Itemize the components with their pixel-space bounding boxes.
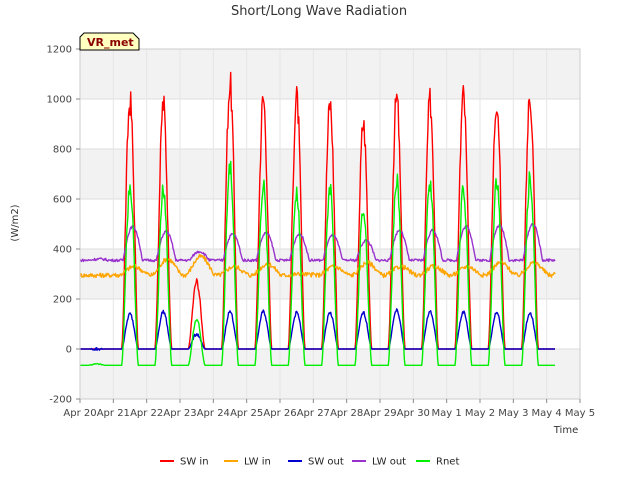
legend-label-sw-in: SW in xyxy=(180,457,209,468)
y-tick-label: -200 xyxy=(49,395,72,406)
x-tick-label: May 2 xyxy=(465,408,495,419)
x-tick-label: May 5 xyxy=(565,408,595,419)
x-tick-label: Apr 28 xyxy=(330,408,363,419)
x-tick-label: Apr 27 xyxy=(297,408,330,419)
site-badge: VR_met xyxy=(79,32,140,51)
legend: SW in LW in SW out LW out Rnet xyxy=(160,457,459,468)
x-tick-label: Apr 22 xyxy=(130,408,163,419)
plot-border xyxy=(79,48,581,400)
x-tick-label: Apr 25 xyxy=(230,408,263,419)
y-tick-label: 800 xyxy=(53,145,72,156)
x-tick-label: Apr 30 xyxy=(397,408,430,419)
grid-band xyxy=(80,349,580,399)
legend-label-lw-out: LW out xyxy=(372,457,406,468)
x-tick-label: Apr 26 xyxy=(263,408,296,419)
x-tick-label: Apr 29 xyxy=(363,408,396,419)
x-tick-label: May 4 xyxy=(532,408,562,419)
site-badge-box xyxy=(79,32,140,51)
x-axis-label: Time xyxy=(553,425,578,436)
y-tick-label: 1200 xyxy=(47,45,72,56)
y-axis-label: (W/m2) xyxy=(10,204,21,241)
grid-band xyxy=(80,49,580,99)
series-group xyxy=(79,71,556,366)
x-tick-label: Apr 24 xyxy=(197,408,230,419)
y-tick-label: 400 xyxy=(53,245,72,256)
x-tick-label: Apr 23 xyxy=(163,408,196,419)
y-tick-label: 200 xyxy=(53,295,72,306)
grid-band xyxy=(80,249,580,299)
x-tick-label: May 1 xyxy=(432,408,462,419)
legend-label-rnet: Rnet xyxy=(436,457,459,468)
legend-label-sw-out: SW out xyxy=(308,457,344,468)
chart-title: Short/Long Wave Radiation xyxy=(231,4,407,19)
series-line-rnet xyxy=(80,160,555,366)
y-tick-label: 0 xyxy=(66,345,72,356)
x-tick-label: Apr 21 xyxy=(97,408,130,419)
series-line-sw-out xyxy=(80,308,555,351)
site-badge-label: VR_met xyxy=(87,36,134,49)
legend-label-lw-in: LW in xyxy=(244,457,271,468)
y-tick-label: 1000 xyxy=(47,95,72,106)
x-tick-label: Apr 20 xyxy=(63,408,96,419)
x-tick-label: May 3 xyxy=(498,408,528,419)
y-tick-label: 600 xyxy=(53,195,72,206)
